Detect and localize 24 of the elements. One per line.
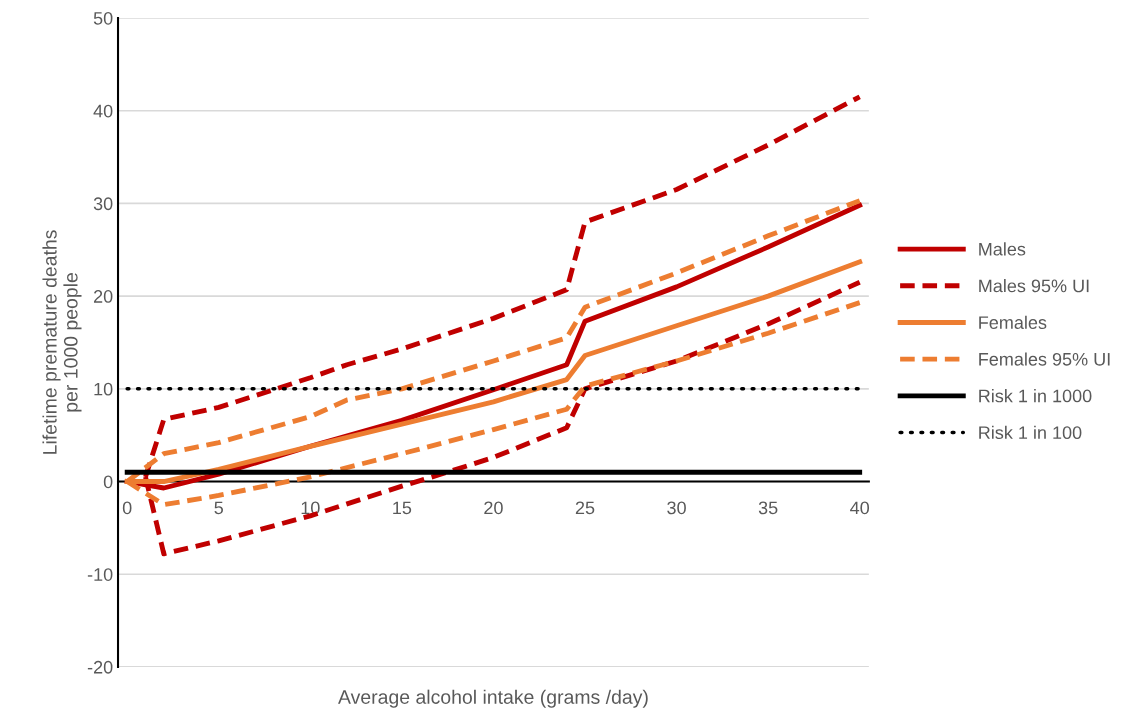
legend-label: Males: [979, 242, 1026, 256]
y-axis-title: Lifetime premature deaths per 1000 people: [42, 230, 82, 454]
y-tick-label: 30: [93, 197, 113, 211]
x-tick-label: 25: [575, 501, 595, 515]
legend-label: Females: [979, 315, 1047, 329]
legend-label: Risk 1 in 100: [979, 425, 1082, 440]
x-tick-label: 20: [484, 501, 503, 515]
y-tick-label: 10: [94, 382, 113, 396]
y-tick-label: 40: [93, 104, 113, 118]
legend-label: Males 95% UI: [979, 279, 1089, 293]
y-tick-label: 0: [103, 475, 113, 489]
y-tick-label: 20: [93, 290, 113, 303]
legend-label: Females 95% UI: [979, 352, 1110, 366]
x-tick-label: 5: [214, 501, 224, 515]
x-tick-label: 40: [850, 501, 870, 515]
x-axis-title: Average alcohol intake (grams /day): [338, 689, 648, 708]
x-tick-label: 0: [122, 501, 132, 515]
x-tick-label: 35: [758, 501, 778, 515]
legend-label: Risk 1 in 1000: [979, 389, 1092, 403]
y-tick-label: -20: [87, 660, 113, 674]
x-tick-label: 30: [667, 501, 686, 515]
y-tick-label: -10: [87, 568, 113, 581]
y-tick-label: 50: [93, 11, 113, 25]
x-tick-label: 15: [393, 501, 412, 515]
